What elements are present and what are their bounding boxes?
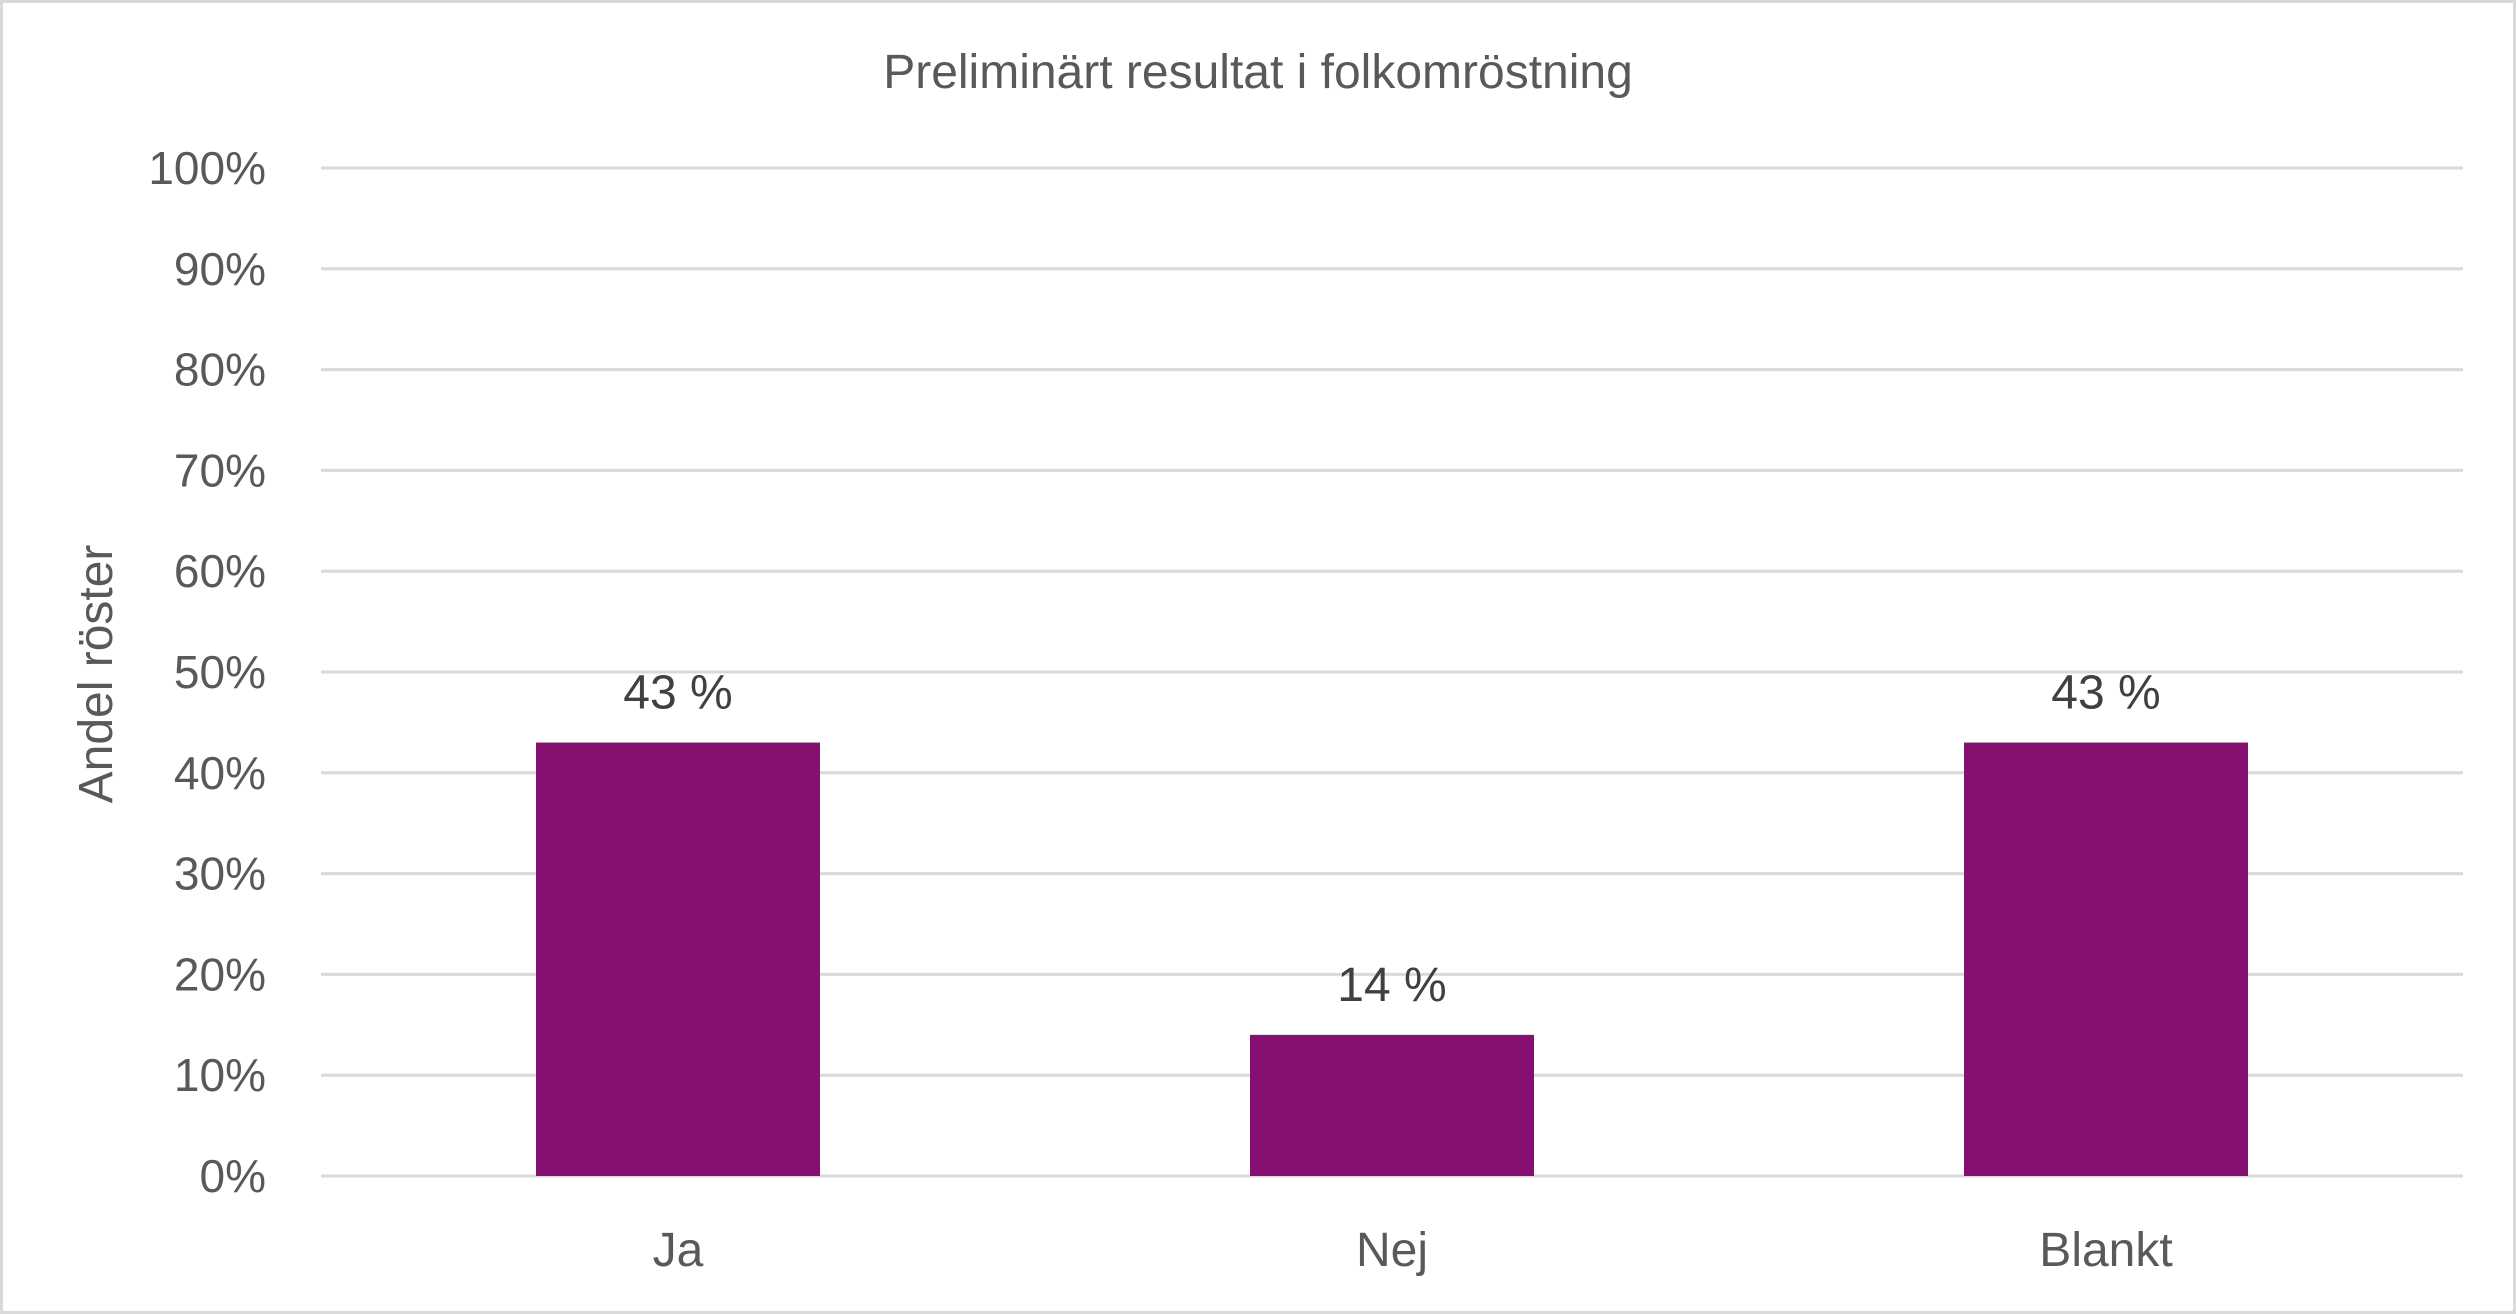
x-tick-label: Ja: [653, 1224, 704, 1277]
y-tick-label: 50%: [174, 646, 266, 698]
y-tick-label: 100%: [148, 142, 266, 194]
bar-blankt: [1964, 742, 2248, 1176]
y-tick-label: 80%: [174, 344, 266, 396]
bar-nej: [1250, 1034, 1534, 1176]
y-tick-label: 0%: [200, 1150, 266, 1202]
y-tick-label: 70%: [174, 444, 266, 496]
chart-title: Preliminärt resultat i folkomröstning: [883, 46, 1633, 99]
x-tick-label: Blankt: [2039, 1224, 2172, 1277]
data-label: 14 %: [1337, 959, 1446, 1012]
y-tick-label: 30%: [174, 848, 266, 900]
y-tick-label: 10%: [174, 1049, 266, 1101]
y-tick-label: 40%: [174, 747, 266, 799]
y-tick-label: 60%: [174, 545, 266, 597]
y-axis-title: Andel röster: [70, 545, 123, 804]
bar-ja: [536, 742, 820, 1176]
data-label: 43 %: [2051, 667, 2160, 720]
y-tick-label: 90%: [174, 243, 266, 295]
y-tick-label: 20%: [174, 948, 266, 1000]
data-label: 43 %: [623, 667, 732, 720]
x-tick-label: Nej: [1356, 1224, 1428, 1277]
